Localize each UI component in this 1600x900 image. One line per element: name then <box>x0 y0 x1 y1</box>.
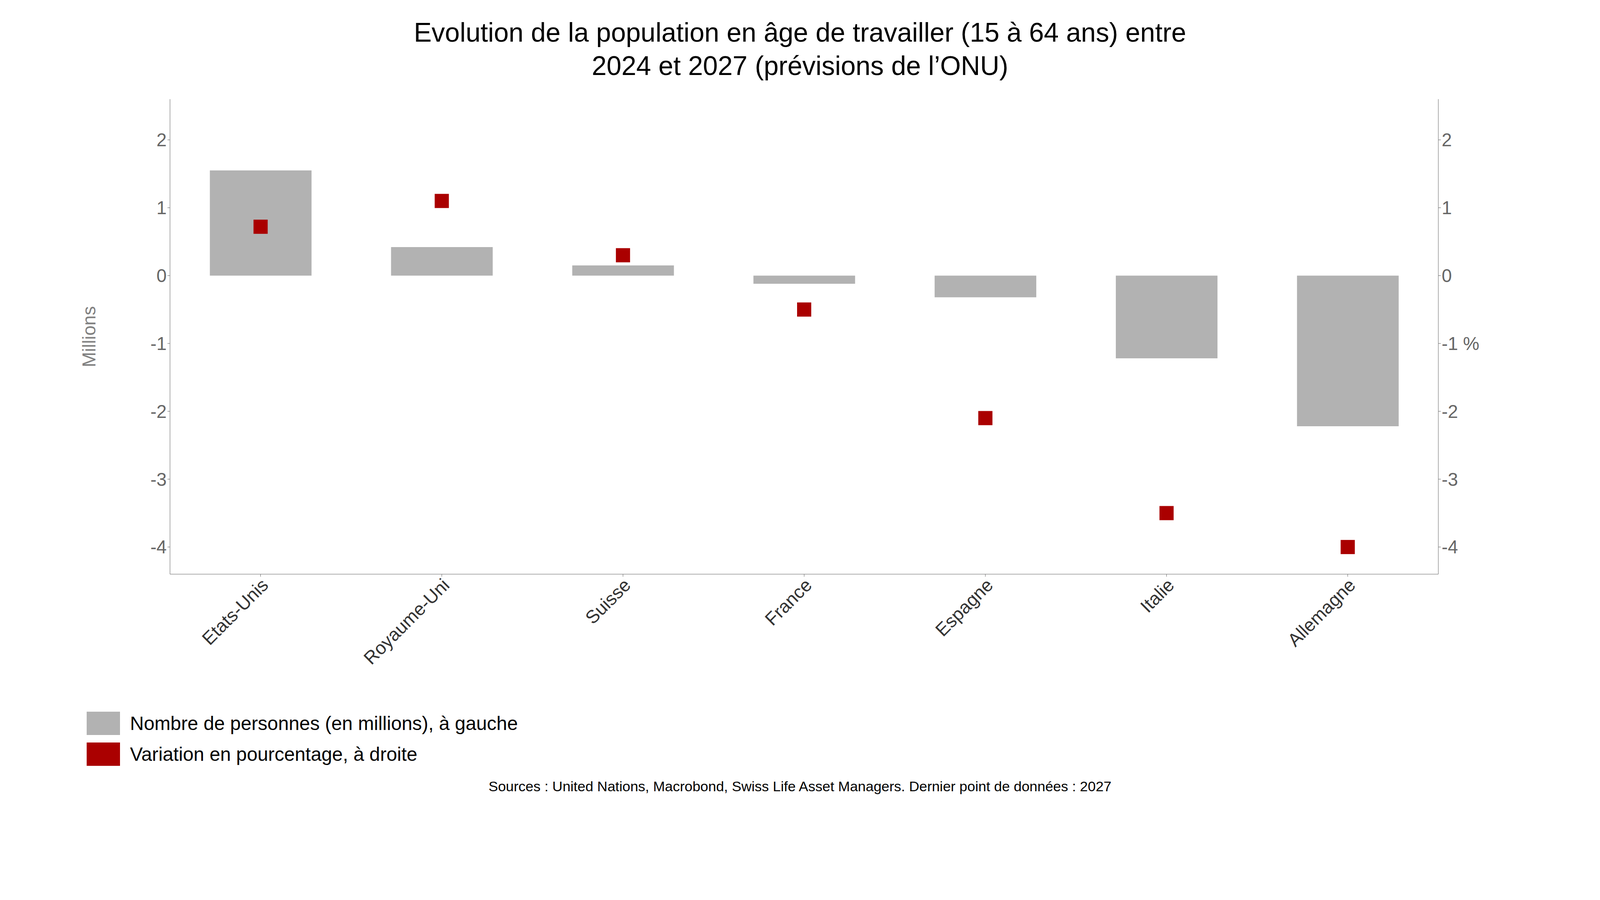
html-text:Evolution de la population en: Evolution de la population en âge de tra… <box>413 17 1187 48</box>
svg-text:Etats-Unis: Etats-Unis <box>197 574 273 649</box>
svg-text:-3: -3 <box>1441 469 1458 490</box>
svg-text:0: 0 <box>1441 265 1452 286</box>
html-text:Sources : United Nations, Macr: Sources : United Nations, Macrobond, Swi… <box>488 778 1112 795</box>
svg-text:France: France <box>760 574 816 630</box>
svg-text:Millions: Millions <box>78 306 100 368</box>
svg-text:2: 2 <box>1441 129 1452 150</box>
svg-text:-1: -1 <box>150 333 167 354</box>
svg-text:Italie: Italie <box>1136 574 1178 617</box>
svg-text:-2: -2 <box>150 401 167 422</box>
svg-text:Suisse: Suisse <box>581 574 635 628</box>
svg-text:-4: -4 <box>1441 536 1458 558</box>
svg-text:1: 1 <box>156 197 167 218</box>
svg-text:-1 %: -1 % <box>1441 333 1480 354</box>
svg-text:0: 0 <box>156 265 167 286</box>
svg-text:Espagne: Espagne <box>931 574 997 640</box>
svg-text:-3: -3 <box>150 469 167 490</box>
html-text:Nombre de personnes (en millio: Nombre de personnes (en millions), à gau… <box>130 712 518 735</box>
html-text:Variation en pourcentage, à dr: Variation en pourcentage, à droite <box>130 743 418 765</box>
svg-text:1: 1 <box>1441 197 1452 218</box>
svg-text:-2: -2 <box>1441 401 1458 422</box>
svg-text:-4: -4 <box>150 536 167 558</box>
svg-text:Royaume-Uni: Royaume-Uni <box>359 574 454 669</box>
svg-text:Allemagne: Allemagne <box>1283 574 1360 651</box>
svg-text:2: 2 <box>156 129 167 150</box>
html-text:2024 et 2027 (prévisions de l’: 2024 et 2027 (prévisions de l’ONU) <box>591 50 1009 81</box>
